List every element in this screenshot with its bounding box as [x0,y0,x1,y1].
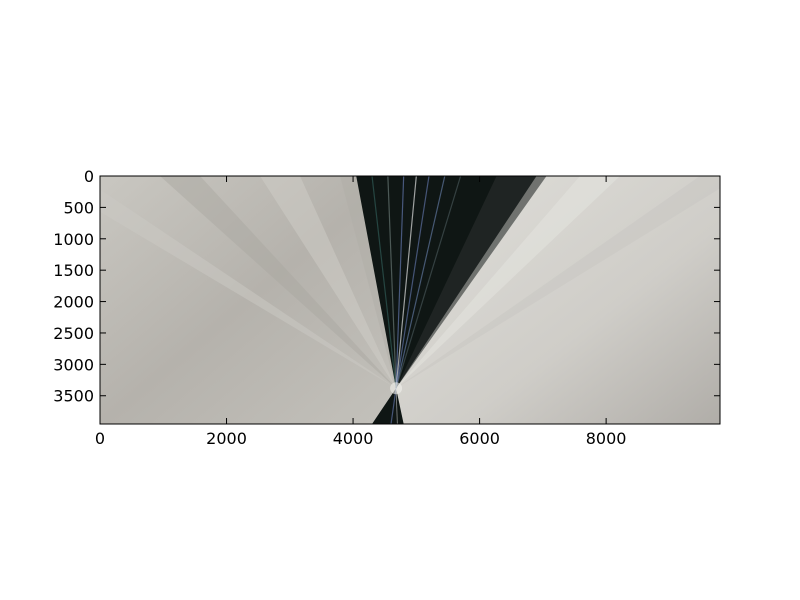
heatmap-streak [395,176,462,389]
heatmap-ray [260,176,397,389]
y-tick-label: 500 [63,198,94,217]
y-tick-label: 3000 [53,355,94,374]
heatmap-streak [395,176,417,389]
x-tick-label: 8000 [586,429,627,448]
heatmap-ray [100,189,397,389]
y-axis: 0 500 1000 1500 2000 2500 3000 3500 [53,167,720,406]
heatmap-streak [395,176,405,389]
y-tick-label: 1000 [53,230,94,249]
heatmap-dark-wedge-edge [396,176,547,389]
heatmap-streak [395,176,446,389]
heatmap-image [100,176,720,424]
y-tick-label: 2000 [53,293,94,312]
plot-frame [99,175,721,425]
heatmap-focus [390,382,403,395]
x-tick-label: 0 [95,429,105,448]
heatmap-ray [160,176,397,389]
x-tick-label: 4000 [333,429,374,448]
heatmap-streak [387,176,397,389]
y-tick-label: 3500 [53,387,94,406]
heatmap-streak [371,176,397,389]
y-tick-label: 1500 [53,261,94,280]
y-tick-label: 2500 [53,324,94,343]
heatmap-ray [396,176,620,389]
heatmap-streak [390,388,397,424]
heatmap-ray [396,176,720,389]
x-tick-label: 6000 [459,429,500,448]
x-axis: 0 2000 4000 6000 8000 [95,176,627,448]
y-tick-label: 0 [84,167,94,186]
heatmap-dark-wedge-bottom [372,388,404,424]
x-tick-label: 2000 [206,429,247,448]
heatmap-streak [395,176,430,389]
